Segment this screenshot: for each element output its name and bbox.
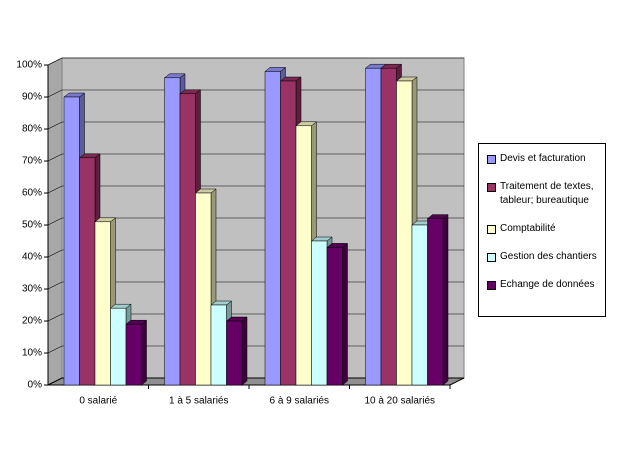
bar [326,247,343,386]
y-tick-label: 0% [28,380,43,391]
legend-item: Echange de données [487,278,601,292]
grid-line [47,121,464,130]
y-tick-label: 30% [22,284,42,295]
bar [210,304,227,386]
bar [411,224,428,386]
legend-label: Traitement de textes, tableur; bureautiq… [500,181,594,206]
bar [380,67,397,386]
legend-item: Traitement de textes, tableur; bureautiq… [487,180,601,208]
bar [311,240,328,386]
grid-line [47,89,464,98]
legend-swatch [487,155,496,164]
bar-side [342,242,348,386]
bar [295,125,312,386]
legend-swatch [487,253,496,262]
bar [226,320,243,386]
bar [365,67,382,386]
legend-swatch [487,225,496,234]
grid-line [47,153,464,162]
bar [63,96,80,386]
grid-line [47,185,464,194]
y-tick-label: 10% [22,348,42,359]
bar [264,71,281,386]
bar [94,221,111,386]
y-tick-label: 80% [22,124,42,135]
legend-label: Devis et facturation [500,153,586,164]
bar [79,157,96,386]
bar [110,307,127,386]
x-tick-label: 6 à 9 salariés [270,396,329,407]
legend-label: Echange de données [500,279,595,290]
x-tick-label: 10 à 20 salariés [364,396,435,407]
x-tick-label: 0 salarié [79,396,117,407]
legend: Devis et facturation Traitement de textes… [478,143,606,317]
grid-line [47,217,464,226]
legend-item: Devis et facturation [487,152,601,166]
y-tick-label: 100% [16,60,42,71]
bar [179,93,196,386]
legend-item: Comptabilité [487,222,601,236]
y-tick-label: 20% [22,316,42,327]
legend-item: Gestion des chantiers [487,250,601,264]
y-tick-label: 70% [22,156,42,167]
x-tick-label: 1 à 5 salariés [169,396,228,407]
bar [427,218,444,386]
bar [125,323,142,386]
y-tick-label: 90% [22,92,42,103]
bar [195,192,212,386]
legend-label: Gestion des chantiers [500,251,597,262]
legend-swatch [487,183,496,192]
bar [164,77,181,386]
bar-side [442,214,449,386]
bar-side [141,319,147,386]
legend-label: Comptabilité [500,223,556,234]
grid-line [47,57,464,66]
y-tick-label: 60% [22,188,42,199]
legend-swatch [487,281,496,290]
bar [280,80,297,386]
y-tick-label: 50% [22,220,42,231]
y-tick-label: 40% [22,252,42,263]
bar-side [241,316,248,386]
bar [396,80,413,386]
